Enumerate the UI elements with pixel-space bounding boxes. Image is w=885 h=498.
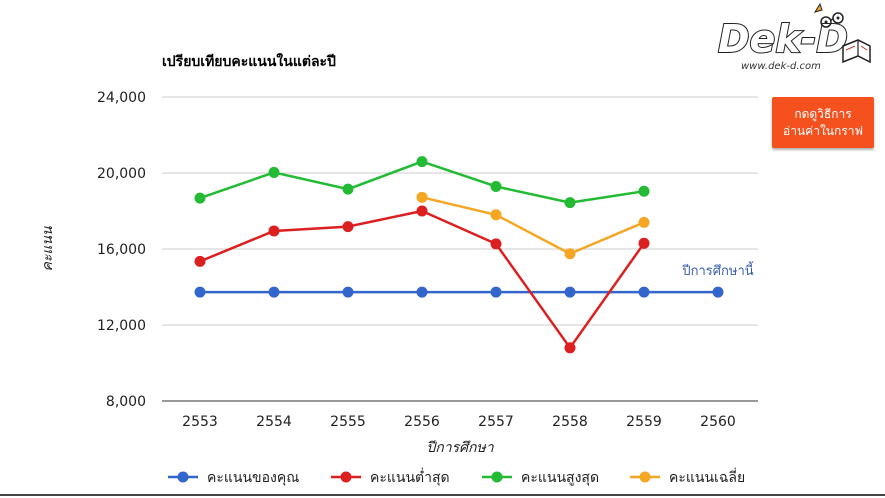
x-tick-label: 2554 xyxy=(256,414,292,430)
legend-label: คะแนนของคุณ xyxy=(207,470,299,486)
legend-label: คะแนนต่ำสุด xyxy=(370,468,450,486)
grid-lines xyxy=(162,96,758,402)
data-point[interactable] xyxy=(416,156,428,168)
read-chart-help-button[interactable]: กดดูวิธีการ อ่านค่าในกราฟ xyxy=(772,97,874,148)
y-tick-label: 24,000 xyxy=(97,90,146,106)
y-tick-label: 16,000 xyxy=(97,242,146,258)
data-point[interactable] xyxy=(564,286,576,298)
y-tick-label: 8,000 xyxy=(106,394,146,410)
chart-title: เปรียบเทียบคะแนนในแต่ละปี xyxy=(162,52,336,70)
x-tick-label: 2553 xyxy=(182,414,218,430)
data-point[interactable] xyxy=(194,255,206,267)
x-tick-label: 2559 xyxy=(626,414,662,430)
y-tick-label: 20,000 xyxy=(97,166,146,182)
data-point[interactable] xyxy=(194,192,206,204)
legend-label: คะแนนเฉลี่ย xyxy=(669,468,745,486)
data-point[interactable] xyxy=(638,216,650,228)
logo-url: www.dek-d.com xyxy=(741,61,821,72)
current-year-annotation: ปีการศึกษานี้ xyxy=(681,261,754,279)
data-point[interactable] xyxy=(268,166,280,178)
x-tick-label: 2556 xyxy=(404,414,440,430)
data-point[interactable] xyxy=(490,209,502,221)
legend-swatch-dot xyxy=(340,471,352,483)
x-tick-label: 2560 xyxy=(700,414,736,430)
help-button-line2: อ่านค่าในกราฟ xyxy=(783,123,863,138)
x-axis-ticks: 2553 2554 2555 2556 2557 2558 2559 2560 xyxy=(182,414,736,430)
x-tick-label: 2557 xyxy=(478,414,514,430)
data-point[interactable] xyxy=(194,286,206,298)
data-point[interactable] xyxy=(490,238,502,250)
legend-item[interactable]: คะแนนต่ำสุด xyxy=(331,468,450,486)
legend-label: คะแนนสูงสุด xyxy=(521,470,599,486)
legend-item[interactable]: คะแนนเฉลี่ย xyxy=(630,468,745,486)
data-point[interactable] xyxy=(416,286,428,298)
y-axis-title: คะแนน xyxy=(40,226,56,271)
x-tick-label: 2558 xyxy=(552,414,588,430)
book-icon xyxy=(842,39,871,64)
legend-item[interactable]: คะแนนสูงสุด xyxy=(482,470,599,486)
legend-swatch-dot xyxy=(177,471,189,483)
data-point[interactable] xyxy=(416,205,428,217)
legend: คะแนนของคุณ คะแนนต่ำสุด คะแนนสูงสุด คะแนนเฉ… xyxy=(168,468,745,486)
data-point[interactable] xyxy=(564,248,576,260)
data-point[interactable] xyxy=(268,286,280,298)
data-point[interactable] xyxy=(342,183,354,195)
data-point[interactable] xyxy=(268,225,280,237)
series-line xyxy=(199,209,646,350)
data-point[interactable] xyxy=(564,342,576,354)
data-point[interactable] xyxy=(712,286,724,298)
bottom-divider xyxy=(0,494,885,496)
series-points xyxy=(194,156,724,354)
data-point[interactable] xyxy=(490,180,502,192)
data-point[interactable] xyxy=(638,237,650,249)
y-axis-ticks: 8,000 12,000 16,000 20,000 24,000 xyxy=(97,90,146,410)
data-point[interactable] xyxy=(342,221,354,233)
y-tick-label: 12,000 xyxy=(97,318,146,334)
data-point[interactable] xyxy=(638,185,650,197)
logo-text: Dek-D xyxy=(718,17,848,61)
data-point[interactable] xyxy=(342,286,354,298)
data-point[interactable] xyxy=(564,197,576,209)
data-point[interactable] xyxy=(638,286,650,298)
x-axis-title: ปีการศึกษา xyxy=(426,440,494,456)
dek-d-logo: Dek-D www.dek-d.com xyxy=(717,2,871,72)
glasses-icon xyxy=(813,2,844,28)
x-tick-label: 2555 xyxy=(330,414,366,430)
legend-swatch-dot xyxy=(491,471,503,483)
data-point[interactable] xyxy=(490,286,502,298)
legend-swatch-dot xyxy=(639,471,651,483)
series-line xyxy=(421,196,645,255)
data-point[interactable] xyxy=(416,191,428,203)
legend-item[interactable]: คะแนนของคุณ xyxy=(168,470,299,486)
help-button-line1: กดดูวิธีการ xyxy=(794,106,852,121)
